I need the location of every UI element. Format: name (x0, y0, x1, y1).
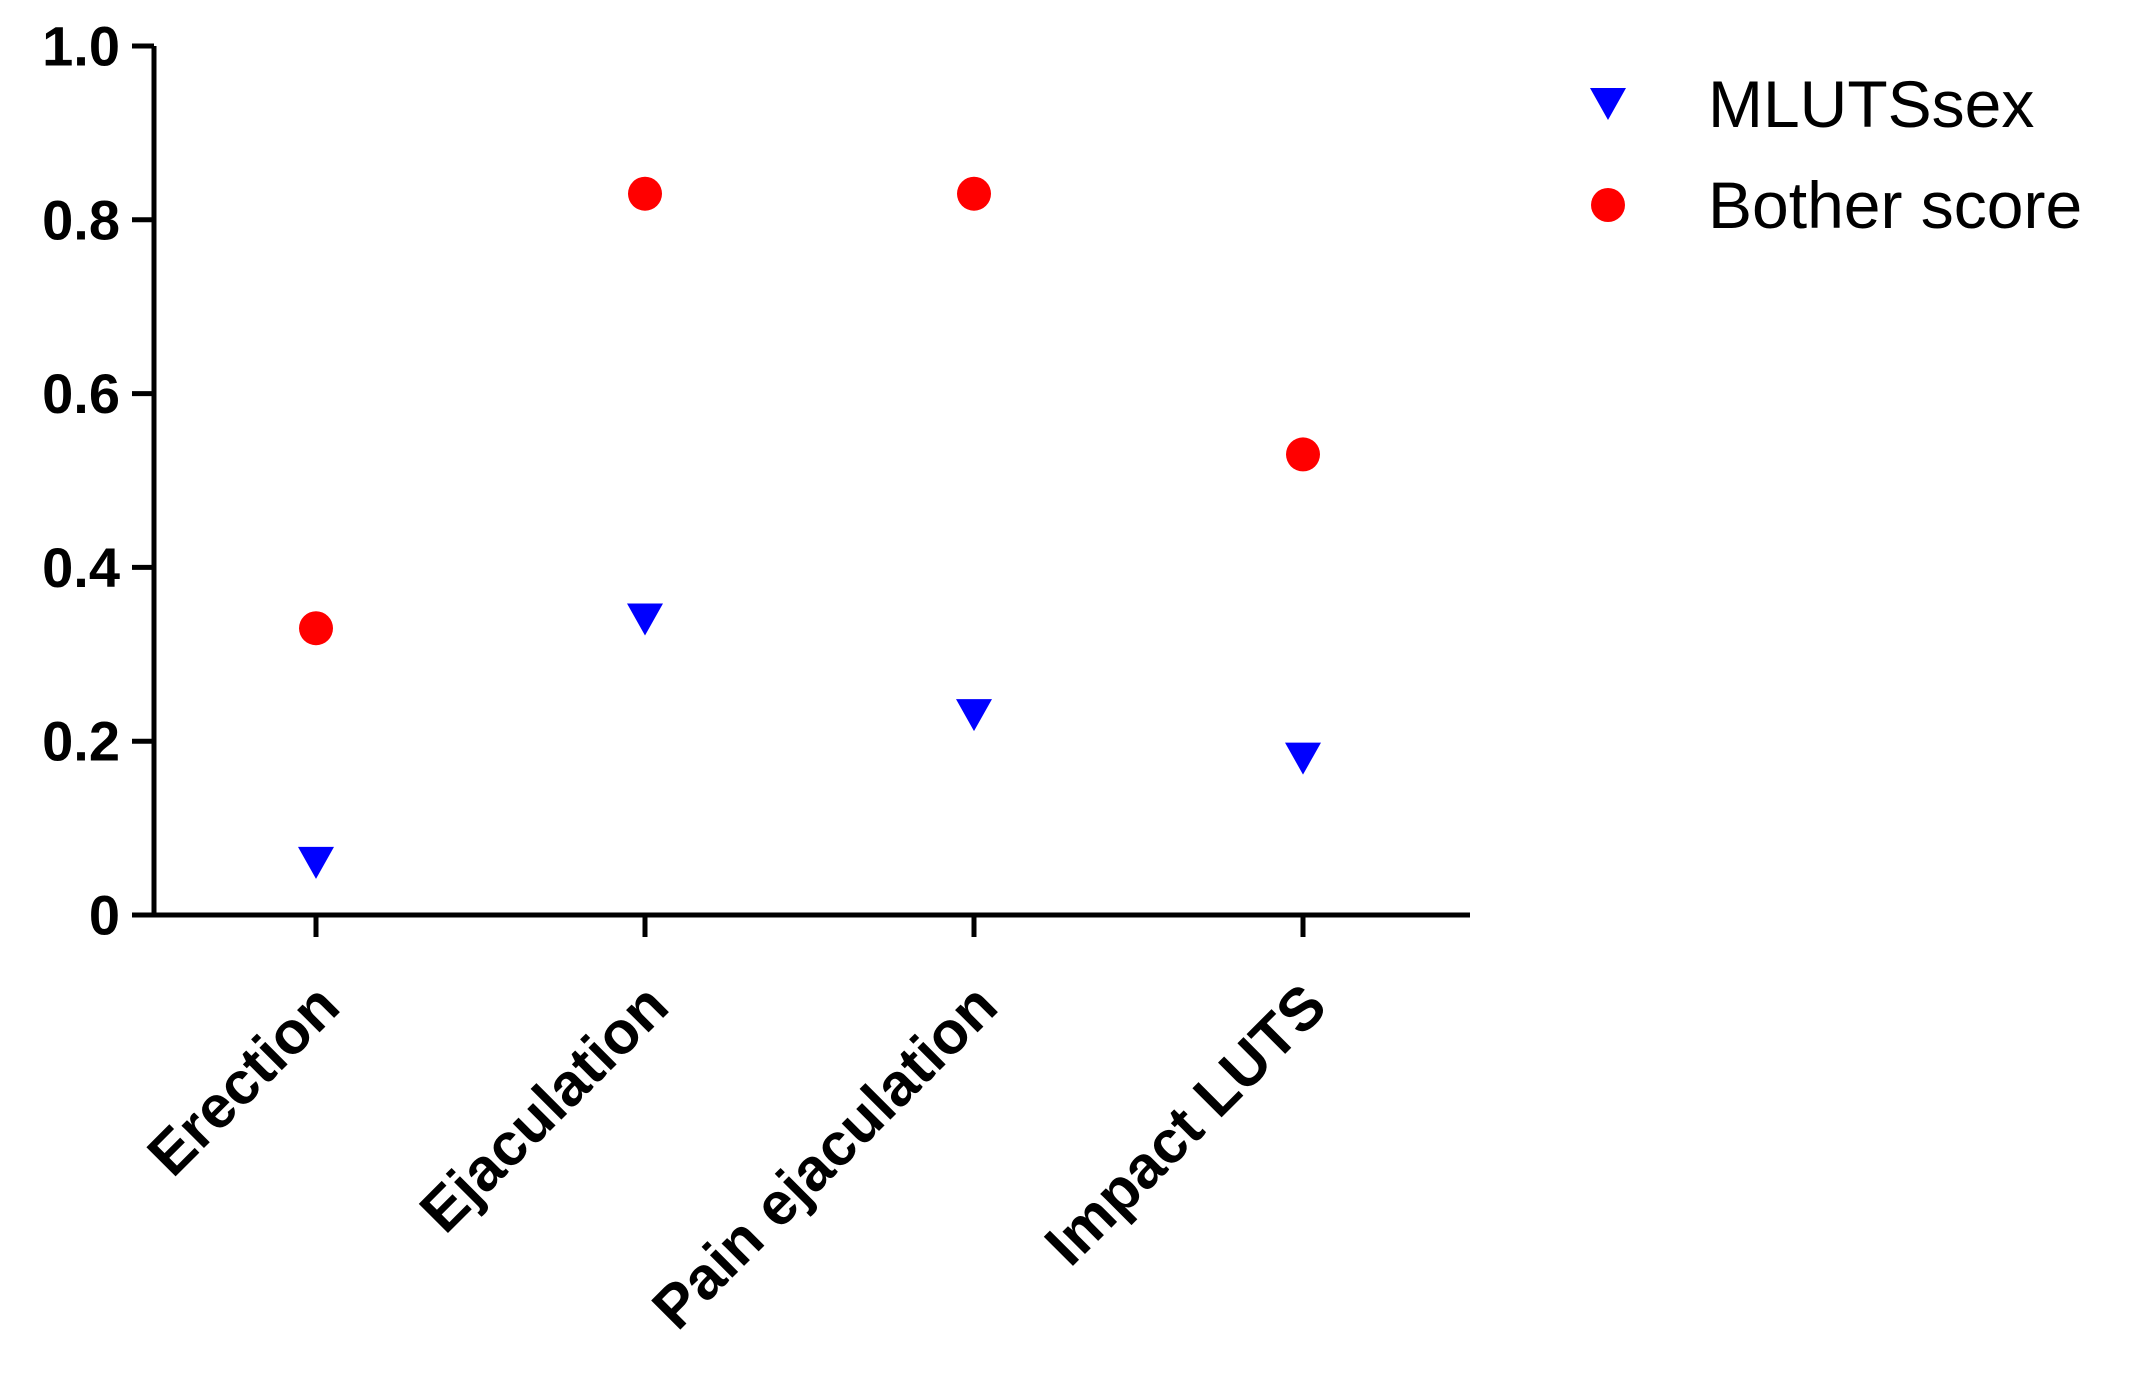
mlutssex-point (1285, 742, 1321, 775)
legend: MLUTSsex Bother score (1590, 67, 2082, 242)
axes (151, 46, 1470, 918)
bother-score-point (1286, 437, 1320, 472)
data-points (298, 176, 1321, 879)
y-tick-label: 0 (89, 884, 120, 947)
legend-circle-marker (1591, 188, 1625, 222)
y-tick-label: 1.0 (42, 15, 120, 78)
x-tick-label: Pain ejaculation (639, 971, 1009, 1341)
mlutssex-point (956, 699, 992, 732)
x-tick-label: Erection (135, 971, 352, 1188)
y-tick-label: 0.4 (42, 536, 120, 599)
y-axis-ticks: 0 0.2 0.4 0.6 0.8 1.0 (42, 15, 154, 947)
y-tick-label: 0.8 (42, 188, 120, 251)
bother-score-point (628, 176, 662, 211)
mlutssex-point (627, 603, 663, 636)
mlutssex-point (298, 846, 334, 879)
bother-score-point (299, 611, 333, 646)
legend-label: MLUTSsex (1708, 67, 2034, 141)
x-tick-label: Ejaculation (407, 971, 681, 1245)
y-tick-label: 0.6 (42, 362, 120, 425)
legend-label: Bother score (1708, 168, 2082, 242)
x-tick-label: Impact LUTS (1032, 971, 1339, 1278)
legend-triangle-marker (1590, 88, 1626, 120)
bother-score-point (957, 176, 991, 211)
y-tick-label: 0.2 (42, 710, 120, 773)
